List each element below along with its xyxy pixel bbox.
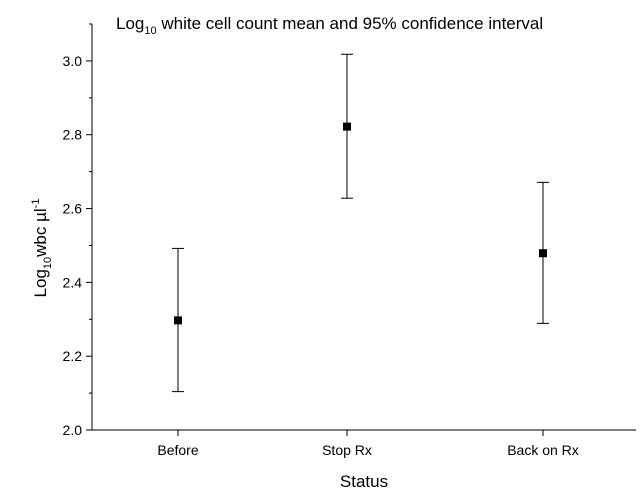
y-axis-label-superscript: -1 [30,199,42,209]
chart-title-main: Log [116,14,144,33]
y-tick-label: 2.6 [63,201,83,217]
x-tick-label: Before [157,442,198,458]
y-axis-label-text: Log10wbc µl-1 [30,199,54,298]
y-axis-label: Log10wbc µl-1 [30,199,54,298]
x-tick-label: Stop Rx [322,442,372,458]
x-axis: Before Stop Rx Back on Rx [92,429,636,458]
chart-title: Log10 white cell count mean and 95% conf… [116,14,543,37]
chart-title-rest: white cell count mean and 95% confidence… [157,14,544,33]
y-tick-label: 3.0 [63,53,83,69]
y-axis-label-main: Log [31,269,50,297]
y-axis: 2.0 2.2 2.4 2.6 2.8 3.0 [63,23,93,438]
data-point [343,122,351,131]
y-axis-label-subscript: 10 [42,257,54,269]
x-tick-label: Back on Rx [507,442,579,458]
y-tick-label: 2.8 [63,127,83,143]
data-point [174,316,182,325]
x-axis-label: Status [340,472,388,491]
y-tick-label: 2.4 [63,274,83,290]
y-tick-label: 2.0 [63,422,83,438]
y-tick-label: 2.2 [63,348,83,364]
data-points [172,53,549,393]
y-axis-label-mid: wbc µl [31,208,50,258]
chart-title-subscript: 10 [144,25,156,37]
data-point [539,249,547,258]
